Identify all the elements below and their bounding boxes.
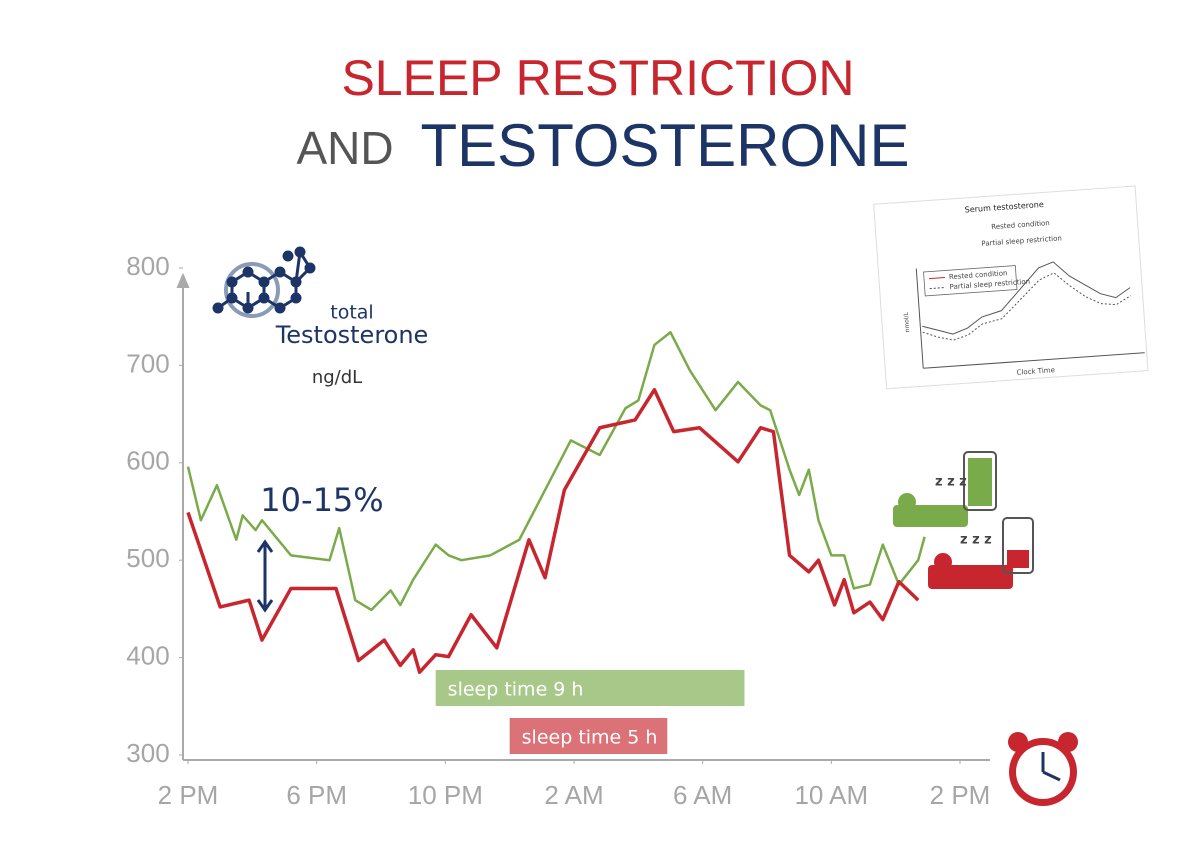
inset-line bbox=[922, 272, 1131, 341]
inset-x-label: Clock Time bbox=[1016, 366, 1055, 377]
annotation: 10-15% bbox=[260, 481, 383, 519]
sleep-icon-rested: z z z bbox=[893, 451, 997, 527]
y-tick-label: 400 bbox=[126, 640, 169, 670]
data-line bbox=[186, 331, 926, 612]
y-axis-arrow bbox=[176, 272, 190, 289]
x-tick-label: 10 AM bbox=[794, 780, 868, 810]
inset-line bbox=[922, 261, 1131, 335]
x-tick-label: 2 PM bbox=[930, 780, 991, 810]
y-tick-label: 300 bbox=[126, 738, 169, 768]
title-main: TESTOSTERONE bbox=[421, 112, 910, 179]
y-tick-label: 800 bbox=[126, 251, 169, 281]
y-tick-label: 500 bbox=[126, 543, 169, 573]
legend-label: sleep time 5 h bbox=[522, 727, 658, 749]
inset-figure: Serum testosterone Rested condition Part… bbox=[873, 185, 1149, 390]
inset-y-label: nmol/L bbox=[903, 311, 911, 332]
sleep-band bbox=[509, 718, 668, 754]
x-tick-label: 2 PM bbox=[158, 780, 219, 810]
data-line bbox=[186, 388, 920, 674]
inset-axis bbox=[923, 352, 1145, 369]
x-tick-label: 6 AM bbox=[673, 780, 732, 810]
y-tick-label: 600 bbox=[126, 446, 169, 476]
title-line1: SLEEP RESTRICTION bbox=[341, 50, 854, 106]
y-unit: ng/dL bbox=[312, 367, 362, 388]
title-and: AND bbox=[296, 122, 393, 174]
y-label: Testosterone bbox=[275, 321, 429, 349]
y-label-small: total bbox=[330, 302, 373, 324]
legend-label: sleep time 9 h bbox=[448, 679, 584, 701]
x-tick-label: 2 AM bbox=[544, 780, 603, 810]
inset-legend-line bbox=[928, 277, 946, 280]
svg-text:z z z: z z z bbox=[935, 475, 967, 490]
inset-axis bbox=[915, 268, 924, 369]
x-tick-label: 10 PM bbox=[408, 780, 483, 810]
sleep-icon-restricted: z z z bbox=[928, 517, 1034, 589]
inset-legend-line bbox=[929, 286, 946, 290]
sleep-band bbox=[435, 670, 745, 706]
alarm-clock-icon bbox=[1008, 732, 1078, 806]
svg-text:z z z: z z z bbox=[960, 533, 992, 548]
double-arrow bbox=[256, 539, 274, 613]
y-tick-label: 700 bbox=[126, 348, 169, 378]
x-tick-label: 6 PM bbox=[286, 780, 347, 810]
inset-legend-box bbox=[923, 265, 1018, 297]
molecule-icon bbox=[212, 246, 316, 318]
